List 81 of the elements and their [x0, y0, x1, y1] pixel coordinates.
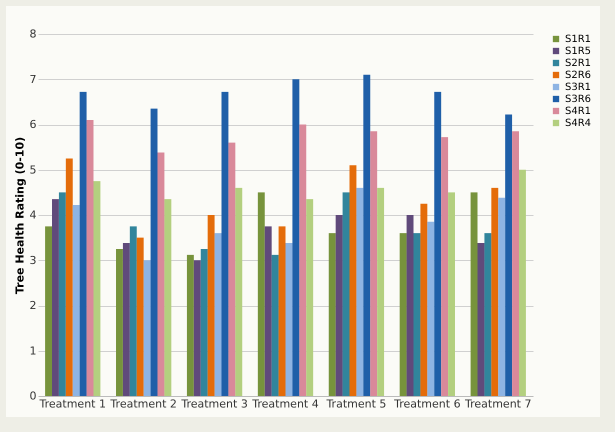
bar [150, 108, 158, 396]
bar [80, 92, 87, 396]
bar [272, 254, 279, 396]
bar [144, 260, 151, 396]
bar [221, 92, 228, 396]
bar [72, 205, 80, 396]
bar [292, 79, 300, 396]
bar [235, 188, 242, 396]
y-tick-label: 0 [30, 390, 36, 402]
bar [491, 188, 498, 396]
bar [122, 243, 130, 396]
bar [258, 192, 265, 396]
bar [157, 152, 164, 396]
bar [130, 226, 137, 396]
bar [434, 92, 442, 396]
bar [427, 222, 434, 396]
legend-label: S1R1 [565, 34, 592, 45]
bar [93, 181, 100, 396]
legend-label: S4R1 [565, 106, 592, 117]
y-tick-label: 7 [30, 72, 36, 86]
legend-label: S4R4 [565, 118, 592, 129]
bar [518, 170, 526, 396]
bar [208, 215, 215, 396]
x-tick-label: Treatment 7 [464, 398, 532, 410]
bar [264, 226, 272, 396]
legend-label: S2R6 [565, 70, 592, 81]
bar [116, 248, 123, 396]
x-tick-label: Treatment 1 [38, 398, 106, 410]
bar [306, 199, 314, 396]
bar [186, 254, 194, 396]
y-tick-label: 5 [30, 163, 36, 176]
y-tick-label: 6 [30, 118, 36, 131]
bar [86, 120, 94, 396]
bar [414, 233, 420, 396]
bar [350, 165, 356, 396]
bar [278, 226, 286, 396]
bar [164, 199, 172, 396]
bar [136, 238, 144, 396]
x-tick-label: Treatment 2 [109, 398, 177, 410]
y-tick-label: 1 [30, 344, 36, 358]
bar [342, 192, 350, 396]
bar [228, 142, 236, 396]
bar [299, 124, 306, 396]
y-tick-label: 2 [30, 299, 36, 312]
y-tick-label: 3 [30, 254, 36, 267]
bar [336, 215, 343, 396]
bar [328, 233, 336, 396]
x-tick-label: Treatment 6 [393, 398, 461, 410]
bar [214, 233, 222, 396]
bar [58, 192, 66, 396]
bar [370, 131, 378, 396]
bar [478, 243, 484, 396]
bar [194, 260, 201, 396]
legend-label: S3R1 [565, 82, 592, 93]
y-tick-label: 8 [30, 28, 36, 40]
legend-label: S1R5 [565, 46, 592, 57]
bar [406, 215, 414, 396]
y-axis-title: Tree Health Rating (0-10) [14, 136, 26, 294]
bar [66, 158, 73, 396]
x-tick-label: Tratment 5 [325, 398, 386, 410]
bar [363, 74, 370, 396]
legend-label: S3R6 [565, 94, 592, 105]
bar [286, 243, 292, 396]
bar [441, 137, 448, 396]
bar [377, 188, 384, 396]
x-tick-label: Treatment 4 [251, 398, 319, 410]
bar [470, 192, 478, 396]
bar [52, 199, 59, 396]
bar [484, 233, 492, 396]
bar [420, 204, 428, 396]
legend-label: S2R1 [565, 58, 592, 69]
bar [512, 131, 519, 396]
bar [45, 226, 52, 396]
bar [448, 192, 455, 396]
bar [400, 233, 407, 396]
bar [356, 188, 364, 396]
bar [498, 198, 506, 396]
y-tick-label: 4 [30, 208, 36, 222]
x-tick-label: Treatment 3 [180, 398, 248, 410]
bar [505, 114, 512, 396]
bar [200, 248, 208, 396]
